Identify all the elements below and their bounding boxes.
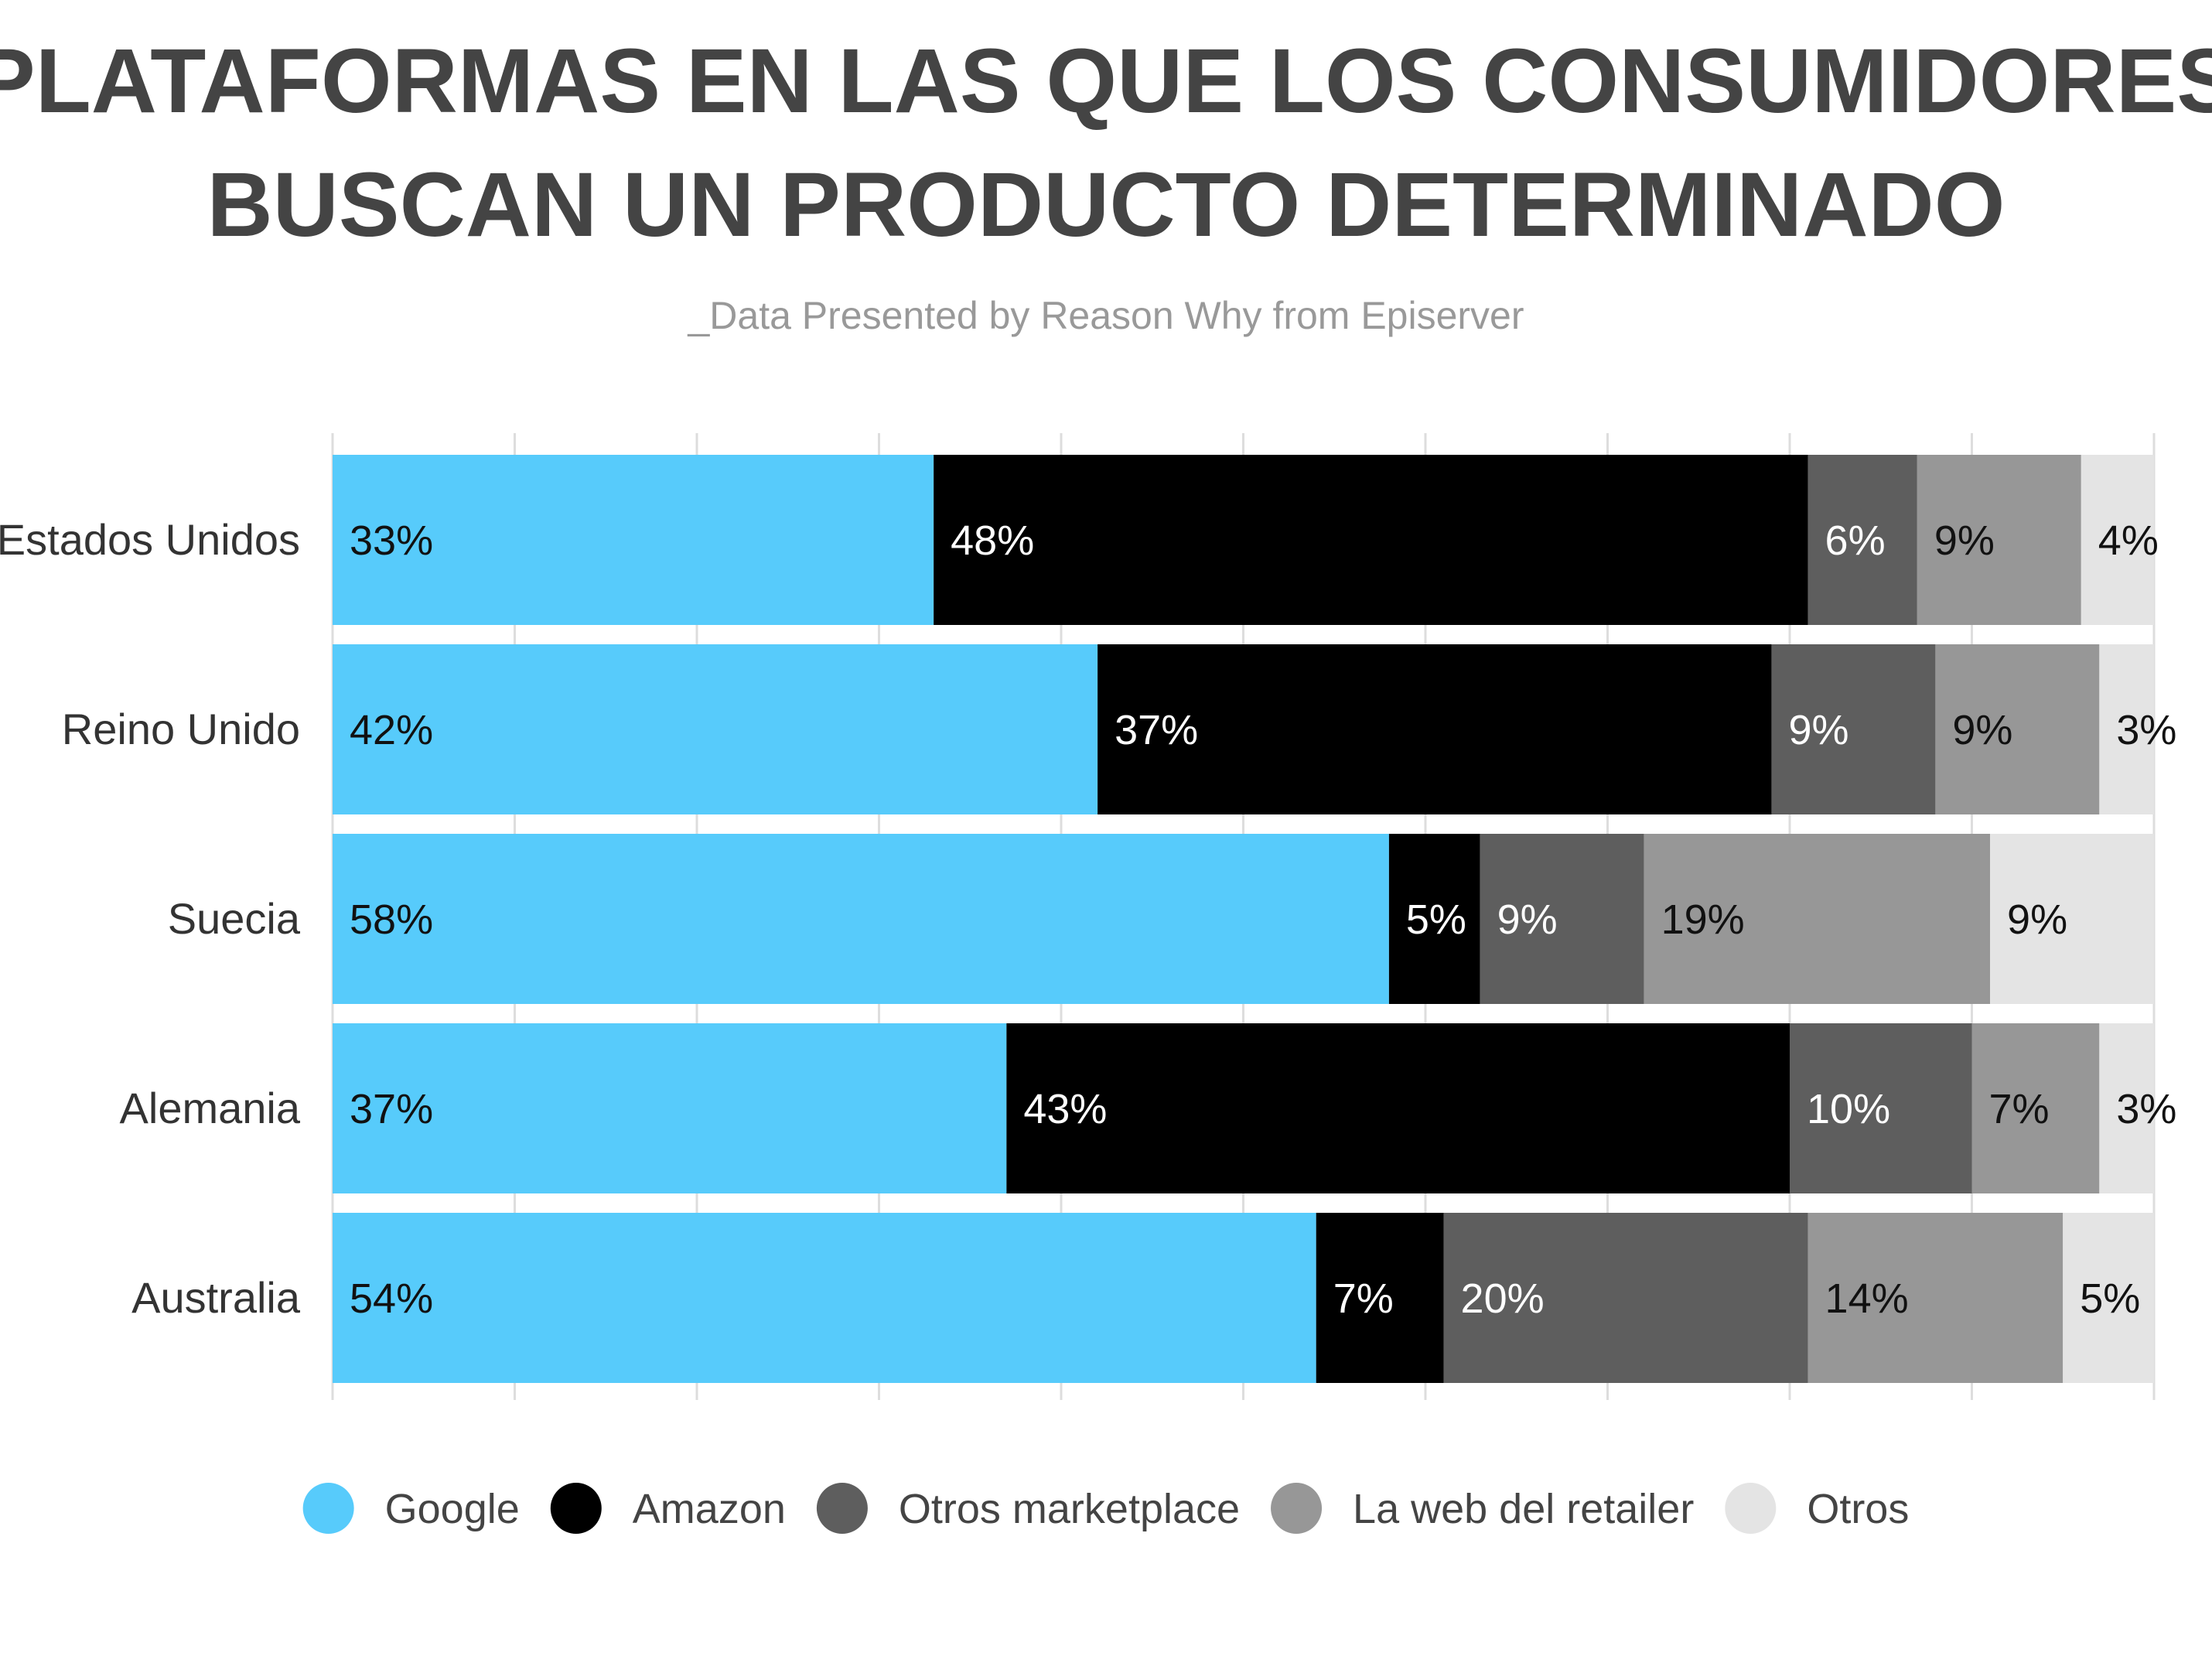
- data-label-australia-google: 54%: [350, 1275, 433, 1322]
- data-label-australia-otros: 5%: [2080, 1275, 2140, 1322]
- legend-item-otros: Otros: [1725, 1483, 1909, 1534]
- data-label-suecia-google: 58%: [350, 896, 433, 943]
- bar-estados-unidos-la-web-del-retailer: [1917, 455, 2081, 625]
- legend-label-amazon: Amazon: [633, 1486, 786, 1532]
- legend-item-amazon: Amazon: [550, 1483, 786, 1534]
- data-label-reino-unido-otros: 3%: [2116, 707, 2176, 753]
- bar-row-suecia: 58% 5% 9% 19% 9%: [333, 834, 2154, 1004]
- legend-item-google: Google: [302, 1483, 520, 1534]
- category-labels: Estados Unidos Reino Unido Suecia Alemania A…: [0, 515, 301, 1322]
- bar-suecia-amazon: [1388, 834, 1480, 1004]
- legend-item-otros-marketplace: Otros marketplace: [816, 1483, 1240, 1534]
- bar-reino-unido-google: [333, 644, 1098, 814]
- category-label-estados-unidos: Estados Unidos: [0, 515, 300, 564]
- bar-australia-la-web-del-retailer: [1807, 1213, 2064, 1383]
- bar-reino-unido-amazon: [1097, 644, 1772, 814]
- data-label-estados-unidos-otros-marketplace: 6%: [1825, 517, 1886, 564]
- legend-item-la-web-del-retailer: La web del retailer: [1271, 1483, 1694, 1534]
- legend-label-otros: Otros: [1807, 1486, 1909, 1532]
- bar-australia-amazon: [1316, 1213, 1444, 1383]
- bar-alemania-google: [333, 1023, 1007, 1193]
- legend-label-otros-marketplace: Otros marketplace: [899, 1486, 1240, 1532]
- data-label-reino-unido-otros-marketplace: 9%: [1788, 707, 1848, 753]
- legend-marker-la-web-del-retailer: [1271, 1483, 1323, 1534]
- category-label-reino-unido: Reino Unido: [62, 705, 300, 753]
- legend: Google Amazon Otros marketplace La web del …: [302, 1483, 1909, 1534]
- chart-title: PLATAFORMAS EN LAS QUE LOS CONSUMIDORES …: [0, 30, 2212, 256]
- bar-row-australia: 54% 7% 20% 14% 5%: [333, 1213, 2154, 1383]
- bar-australia-otros: [2063, 1213, 2154, 1383]
- bar-estados-unidos-google: [333, 455, 934, 625]
- bar-row-reino-unido: 42% 37% 9% 9% 3%: [333, 644, 2176, 814]
- chart-title-line-1: PLATAFORMAS EN LAS QUE LOS CONSUMIDORES: [0, 30, 2212, 132]
- bar-reino-unido-otros-marketplace: [1771, 644, 1936, 814]
- category-label-australia: Australia: [131, 1273, 301, 1322]
- bar-estados-unidos-otros: [2081, 455, 2154, 625]
- data-label-australia-otros-marketplace: 20%: [1461, 1275, 1545, 1322]
- legend-label-la-web-del-retailer: La web del retailer: [1353, 1486, 1694, 1532]
- bars: 33% 48% 6% 9% 4%42% 37% 9% 9% 3%58% 5% 9% 19% 9%37% 4…: [333, 455, 2176, 1383]
- category-label-suecia: Suecia: [168, 894, 301, 943]
- data-label-estados-unidos-google: 33%: [350, 517, 433, 564]
- data-label-estados-unidos-amazon: 48%: [951, 517, 1034, 564]
- bar-suecia-otros-marketplace: [1480, 834, 1644, 1004]
- legend-label-google: Google: [385, 1486, 520, 1532]
- data-label-reino-unido-amazon: 37%: [1115, 707, 1198, 753]
- bar-australia-otros-marketplace: [1443, 1213, 1808, 1383]
- data-label-alemania-amazon: 43%: [1023, 1086, 1107, 1132]
- bar-alemania-la-web-del-retailer: [1971, 1023, 2100, 1193]
- bar-row-estados-unidos: 33% 48% 6% 9% 4%: [333, 455, 2159, 625]
- data-label-reino-unido-la-web-del-retailer: 9%: [1952, 707, 2012, 753]
- bar-estados-unidos-amazon: [934, 455, 1808, 625]
- bar-reino-unido-otros: [2099, 644, 2154, 814]
- chart-subtitle: _Data Presented by Reason Why from Epise…: [687, 294, 1524, 337]
- data-label-suecia-la-web-del-retailer: 19%: [1661, 896, 1745, 943]
- legend-marker-amazon: [550, 1483, 602, 1534]
- data-label-alemania-google: 37%: [350, 1086, 433, 1132]
- data-label-alemania-otros: 3%: [2116, 1086, 2176, 1132]
- data-label-alemania-la-web-del-retailer: 7%: [1989, 1086, 2050, 1132]
- data-label-suecia-otros: 9%: [2007, 896, 2067, 943]
- legend-marker-otros-marketplace: [816, 1483, 868, 1534]
- data-label-suecia-amazon: 5%: [1406, 896, 1466, 943]
- bar-row-alemania: 37% 43% 10% 7% 3%: [333, 1023, 2176, 1193]
- data-label-estados-unidos-la-web-del-retailer: 9%: [1934, 517, 1995, 564]
- bar-alemania-otros-marketplace: [1790, 1023, 1972, 1193]
- data-label-estados-unidos-otros: 4%: [2098, 517, 2159, 564]
- data-label-australia-la-web-del-retailer: 14%: [1825, 1275, 1909, 1322]
- data-label-suecia-otros-marketplace: 9%: [1497, 896, 1558, 943]
- data-label-alemania-otros-marketplace: 10%: [1807, 1086, 1890, 1132]
- bar-alemania-otros: [2099, 1023, 2154, 1193]
- data-label-reino-unido-google: 42%: [350, 707, 433, 753]
- chart-title-line-2: BUSCAN UN PRODUCTO DETERMINADO: [207, 154, 2005, 256]
- data-label-australia-amazon: 7%: [1333, 1275, 1394, 1322]
- bar-suecia-otros: [1990, 834, 2154, 1004]
- bar-suecia-la-web-del-retailer: [1644, 834, 1991, 1004]
- bar-reino-unido-la-web-del-retailer: [1935, 644, 2100, 814]
- category-label-alemania: Alemania: [120, 1084, 301, 1132]
- bar-alemania-amazon: [1006, 1023, 1790, 1193]
- legend-marker-google: [302, 1483, 354, 1534]
- legend-marker-otros: [1725, 1483, 1777, 1534]
- bar-australia-google: [333, 1213, 1316, 1383]
- bar-suecia-google: [333, 834, 1389, 1004]
- bar-estados-unidos-otros-marketplace: [1807, 455, 1917, 625]
